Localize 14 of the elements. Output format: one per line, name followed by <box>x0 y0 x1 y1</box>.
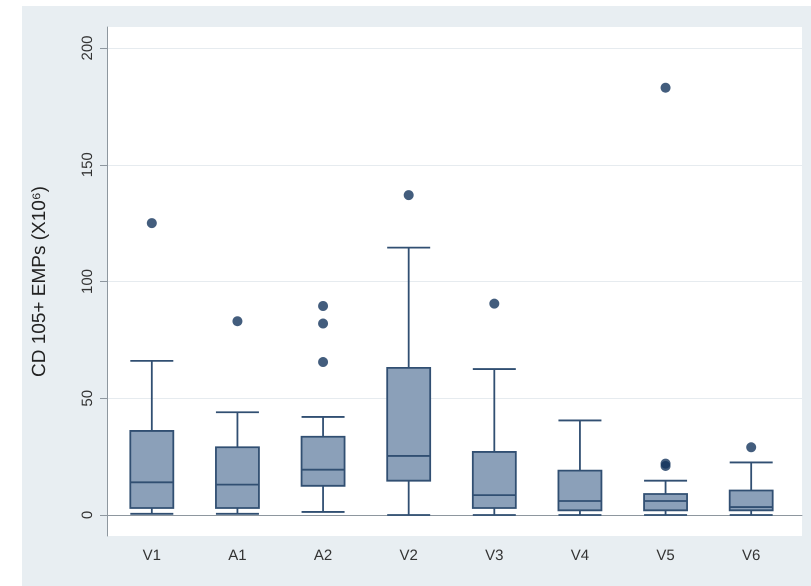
x-tick-label: A2 <box>314 547 332 564</box>
x-tick-label: V2 <box>400 547 418 564</box>
y-tick-label: 200 <box>79 36 96 61</box>
x-tick-label: A1 <box>228 547 247 564</box>
x-tick-label: V4 <box>570 547 590 564</box>
y-tick-label: 150 <box>79 152 96 178</box>
y-axis-title: CD 105+ EMPs (X10⁶) <box>29 186 50 378</box>
x-tick-label: V6 <box>742 547 760 564</box>
x-tick-label: V5 <box>656 547 675 564</box>
y-tick-label: 0 <box>79 510 96 520</box>
y-tick-label: 100 <box>79 268 96 294</box>
x-tick-label: V3 <box>485 547 504 564</box>
y-tick-label: 50 <box>79 390 96 407</box>
x-tick-label: V1 <box>142 547 161 564</box>
